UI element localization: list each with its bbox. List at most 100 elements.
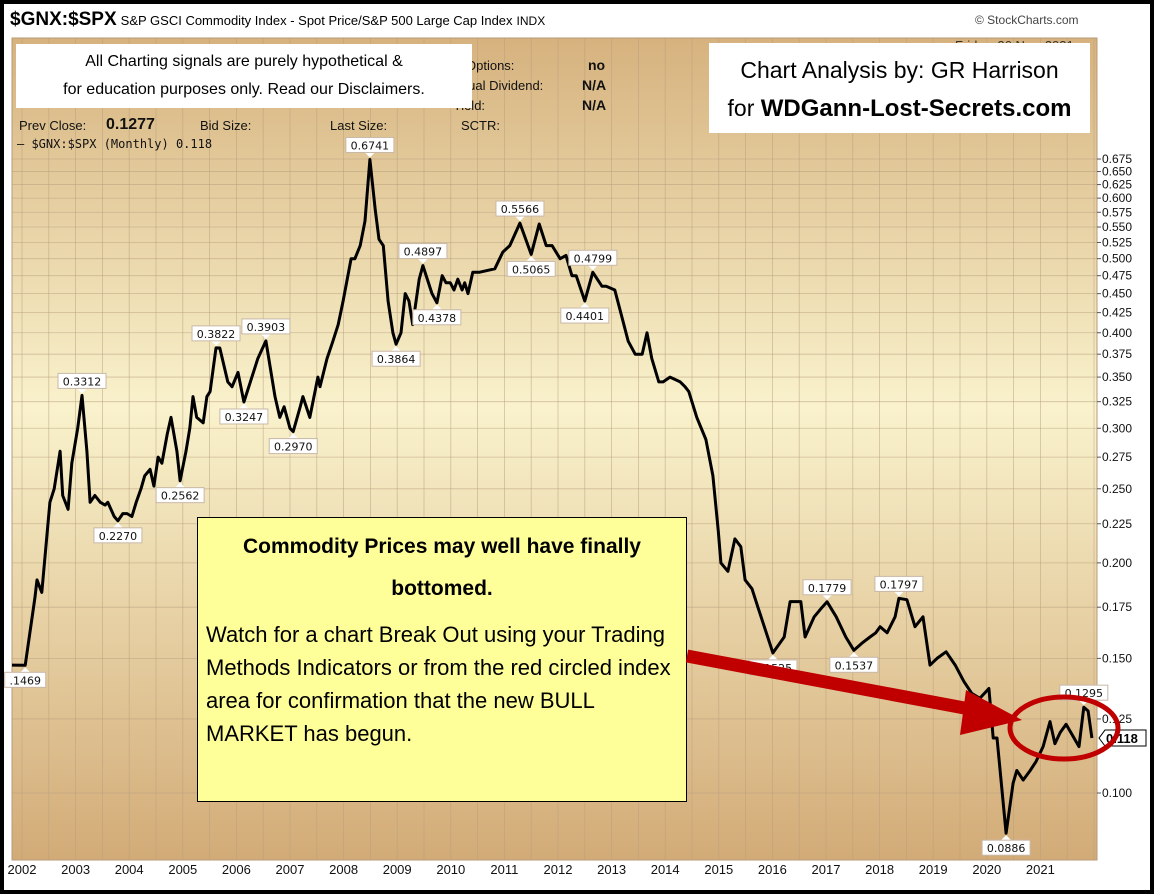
annotation-pointer [526,256,537,262]
value-annotation: 0.1779 [802,579,852,600]
annotation-box [981,839,1031,856]
annotation-box [506,260,556,277]
x-tick-label: 2010 [436,862,466,877]
value-annotation: 0.2970 [268,433,318,455]
annotation-pointer [391,346,402,352]
x-tick-label: 2004 [114,862,144,877]
x-tick-label: 2018 [865,862,895,877]
value-annotation: 0.2562 [155,482,205,504]
x-tick-label: 2020 [972,862,1002,877]
x-tick-label: 2002 [7,862,37,877]
x-tick-label: 2019 [918,862,948,877]
note-body: Watch for a chart Break Out using your T… [206,622,671,746]
annotation-box [874,575,924,592]
x-tick-label: 2011 [490,862,519,877]
annotation-box [371,350,421,367]
value-annotation: 0.4799 [568,249,618,271]
value-annotation: 0.6741 [345,136,395,158]
annotation-pointer [112,522,123,528]
annotation-label: 0.1779 [808,582,847,595]
credit-box: Chart Analysis by: GR Harrison for WDGan… [709,43,1090,133]
y-tick-label: 0.425 [1102,306,1132,320]
x-tick-label: 2008 [329,862,359,877]
annotation-pointer [238,403,249,409]
annotation-box [802,579,852,596]
options-label: Options: [466,58,515,73]
y-tick-label: 0.375 [1102,347,1132,361]
y-tick-label: 0.250 [1102,482,1132,496]
annotation-pointer [822,594,833,600]
annotation-label: 0.5065 [512,263,551,276]
y-tick-label: 0.500 [1102,252,1132,266]
disclaimer-line-2: for education purposes only. Read our Di… [63,81,425,98]
annotation-label: 0.3822 [197,328,236,341]
annotation-box [495,200,545,217]
y-tick-label: 0.550 [1102,220,1132,234]
y-tick-label: 0.600 [1102,191,1132,205]
annotation-pointer [77,388,88,394]
exchange: INDX [516,14,546,28]
x-tick-label: 2016 [757,862,787,877]
y-tick-label: 0.450 [1102,287,1132,301]
annotation-pointer [1001,835,1012,841]
disclaimer-box: All Charting signals are purely hypothet… [16,44,472,108]
y-tick-label: 0.650 [1102,165,1132,179]
annotation-box [219,408,269,425]
bid-size-label: Bid Size: [200,118,252,133]
y-tick-label: 0.350 [1102,370,1132,384]
yield-value: N/A [582,97,607,113]
value-annotation: 0.4378 [412,304,462,326]
symbol: $GNX:$SPX [10,9,117,30]
x-tick-label: 2009 [382,862,412,877]
value-annotation: 0.3903 [241,318,291,339]
annotation-label: 0.4897 [404,246,443,259]
value-annotation: 0.5566 [495,200,545,222]
prev-close-value: 0.1277 [106,116,155,133]
x-tick-label: 2005 [168,862,198,877]
annotation-box [4,671,47,688]
sctr-label: SCTR: [461,118,500,133]
y-tick-label: 0.175 [1102,600,1132,614]
y-tick-label: 0.300 [1102,421,1132,435]
y-tick-label: 0.575 [1102,205,1132,219]
annotation-pointer [364,152,375,158]
annotation-pointer [431,304,442,310]
annotation-label: 0.3864 [377,353,416,366]
x-tick-label: 2007 [275,862,305,877]
annotation-label: 0.4799 [574,252,613,265]
copyright: © StockCharts.com [975,13,1079,27]
note-headline: Commodity Prices may well have finally b… [243,535,641,600]
annotation-pointer [175,482,186,488]
annotation-pointer [893,591,904,597]
annotation-label: 0.4401 [566,310,605,323]
annotation-pointer [587,265,598,271]
annotation-box [241,318,291,335]
y-tick-label: 0.275 [1102,450,1132,464]
annotation-pointer [211,340,222,346]
annotation-label: 0.5566 [501,203,540,216]
x-tick-label: 2012 [543,862,573,877]
annotation-box [268,438,318,455]
annotation-label: 0.2970 [274,441,313,454]
annotation-box [93,527,143,544]
series-legend: — $GNX:$SPX (Monthly) 0.118 [17,137,213,151]
y-tick-label: 0.100 [1102,786,1132,800]
y-tick-label: 0.400 [1102,326,1132,340]
disclaimer-line-1: All Charting signals are purely hypothet… [85,53,403,70]
index-name: S&P GSCI Commodity Index - Spot Price/S&… [120,13,513,28]
annotation-label: 0.2562 [161,490,200,503]
credit-prefix: for [727,95,755,121]
annotation-box [57,372,107,389]
annotation-label: .1469 [9,674,41,687]
value-annotation: 0.0886 [981,835,1031,856]
series-line [12,158,1094,835]
y-tick-label: 0.525 [1102,235,1132,249]
annotation-label: 0.4378 [418,312,457,325]
value-annotation: 0.3312 [57,372,107,394]
x-tick-label: 2006 [221,862,251,877]
annotation-box [398,243,448,260]
annotation-label: 0.2270 [99,530,138,543]
y-tick-label: 0.200 [1102,556,1132,570]
annotation-box [412,309,462,326]
